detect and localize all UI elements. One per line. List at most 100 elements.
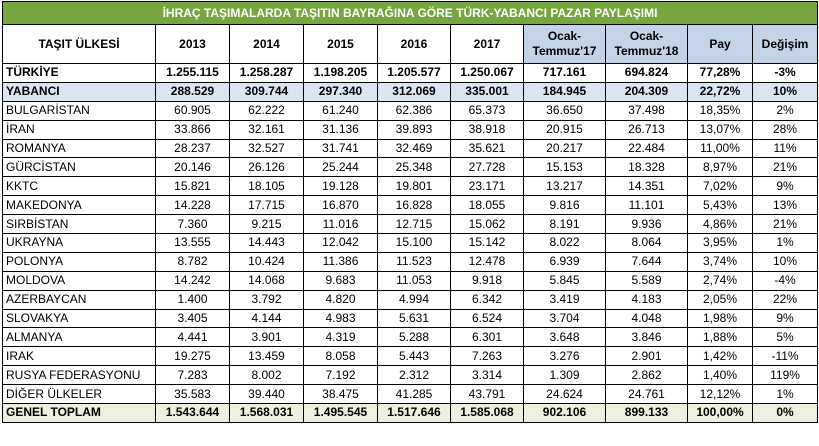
title-row: İHRAÇ TAŞIMALARDA TAŞITIN BAYRAĞINA GÖRE…: [1, 1, 819, 25]
table-row: BULGARİSTAN 60.905 62.222 61.240 62.386 65.37…: [2, 100, 819, 121]
value-cell: 11.523: [377, 251, 451, 272]
value-cell: 0%: [751, 403, 819, 423]
value-cell: 41.285: [377, 384, 451, 405]
country-cell: MAKEDONYA: [2, 195, 156, 216]
value-cell: 335.001: [450, 81, 524, 102]
value-cell: 20.146: [155, 157, 230, 178]
table-row: IRAK 19.275 13.459 8.058 5.443 7.263 3.276 2.90…: [2, 346, 819, 367]
value-cell: 11.386: [303, 251, 378, 272]
value-cell: 3,74%: [687, 251, 753, 272]
value-cell: 6.939: [523, 251, 606, 272]
table-row: ALMANYA 4.441 3.901 4.319 5.288 6.301 3.648 3.8…: [2, 327, 819, 348]
table-row: KKTC 15.821 18.105 19.128 19.801 23.171 13.217…: [2, 176, 819, 197]
value-cell: 9.816: [523, 195, 606, 216]
value-cell: 15.062: [450, 214, 524, 235]
value-cell: 1,42%: [687, 346, 753, 367]
value-cell: 10%: [751, 251, 819, 272]
value-cell: 899.133: [605, 403, 688, 423]
table-row: UKRAYNA 13.555 14.443 12.042 15.100 15.142 8.0…: [2, 233, 819, 253]
value-cell: 18,35%: [687, 100, 753, 121]
value-cell: 16.870: [303, 195, 378, 216]
value-cell: 3.276: [523, 346, 606, 367]
value-cell: 14.068: [229, 270, 304, 291]
value-cell: 8.058: [303, 346, 378, 367]
table-title: İHRAÇ TAŞIMALARDA TAŞITIN BAYRAĞINA GÖRE…: [1, 1, 819, 25]
value-cell: -4%: [751, 270, 819, 291]
value-cell: 1.495.545: [303, 403, 378, 423]
value-cell: 7,02%: [687, 176, 753, 197]
value-cell: 23.171: [450, 176, 524, 197]
value-cell: 7.644: [605, 251, 688, 272]
value-cell: 38.918: [450, 119, 524, 140]
value-cell: 15.153: [523, 157, 606, 178]
value-cell: -3%: [751, 63, 819, 83]
value-cell: 25.348: [377, 157, 451, 178]
table-row: DİĞER ÜLKELER 35.583 39.440 38.475 41.285 43.…: [2, 384, 819, 405]
table-row: YABANCI 288.529 309.744 297.340 312.069 335.0…: [2, 81, 819, 102]
value-cell: 1,40%: [687, 365, 753, 386]
value-cell: 12.042: [303, 233, 378, 253]
value-cell: 24.624: [523, 384, 606, 405]
value-cell: 18.328: [605, 157, 688, 178]
value-cell: 4.994: [377, 289, 451, 310]
value-cell: 27.728: [450, 157, 524, 178]
value-cell: 309.744: [229, 81, 304, 102]
value-cell: 4.144: [229, 308, 304, 329]
market-share-table: İHRAÇ TAŞIMALARDA TAŞITIN BAYRAĞINA GÖRE…: [1, 1, 819, 423]
value-cell: 11.101: [605, 195, 688, 216]
value-cell: 13,07%: [687, 119, 753, 140]
value-cell: 4.048: [605, 308, 688, 329]
value-cell: 694.824: [605, 63, 688, 83]
value-cell: 39.893: [377, 119, 451, 140]
column-header: 2016: [377, 24, 451, 64]
column-header: Ocak-Temmuz'18: [605, 24, 688, 64]
value-cell: 3,95%: [687, 233, 753, 253]
value-cell: 15.821: [155, 176, 230, 197]
table-row: SIRBİSTAN 7.360 9.215 11.016 12.715 15.062 8.1…: [2, 214, 819, 235]
value-cell: 5.443: [377, 346, 451, 367]
value-cell: 32.161: [229, 119, 304, 140]
value-cell: 22.484: [605, 138, 688, 159]
value-cell: 1.400: [155, 289, 230, 310]
table-row: İRAN 33.866 32.161 31.136 39.893 38.918 20.915…: [2, 119, 819, 140]
value-cell: 16.828: [377, 195, 451, 216]
value-cell: 3.314: [450, 365, 524, 386]
country-cell: RUSYA FEDERASYONU: [2, 365, 156, 386]
value-cell: 4.820: [303, 289, 378, 310]
value-cell: 33.866: [155, 119, 230, 140]
table-row: MOLDOVA 14.242 14.068 9.683 11.053 9.918 5.845…: [2, 270, 819, 291]
value-cell: 2.862: [605, 365, 688, 386]
value-cell: 3.792: [229, 289, 304, 310]
value-cell: 11.016: [303, 214, 378, 235]
value-cell: 61.240: [303, 100, 378, 121]
value-cell: 19.801: [377, 176, 451, 197]
value-cell: 9%: [751, 308, 819, 329]
value-cell: 5.631: [377, 308, 451, 329]
value-cell: 8.064: [605, 233, 688, 253]
value-cell: 19.275: [155, 346, 230, 367]
value-cell: 1,88%: [687, 327, 753, 348]
value-cell: 312.069: [377, 81, 451, 102]
table-row: MAKEDONYA 14.228 17.715 16.870 16.828 18.055 9…: [2, 195, 819, 216]
value-cell: 22%: [751, 289, 819, 310]
value-cell: 13.217: [523, 176, 606, 197]
value-cell: 19.128: [303, 176, 378, 197]
value-cell: 4.983: [303, 308, 378, 329]
country-cell: KKTC: [2, 176, 156, 197]
value-cell: 4.319: [303, 327, 378, 348]
table-row: TÜRKİYE 1.255.115 1.258.287 1.198.205 1.205.…: [2, 63, 819, 83]
column-header: 2013: [155, 24, 230, 64]
value-cell: 62.222: [229, 100, 304, 121]
column-header: TAŞIT ÜLKESİ: [2, 24, 156, 64]
value-cell: 5.845: [523, 270, 606, 291]
value-cell: 43.791: [450, 384, 524, 405]
value-cell: 1%: [751, 233, 819, 253]
value-cell: 6.342: [450, 289, 524, 310]
value-cell: 3.704: [523, 308, 606, 329]
value-cell: 10.424: [229, 251, 304, 272]
column-header: 2014: [229, 24, 304, 64]
value-cell: 2.312: [377, 365, 451, 386]
value-cell: 60.905: [155, 100, 230, 121]
value-cell: 3.419: [523, 289, 606, 310]
country-cell: İRAN: [2, 119, 156, 140]
